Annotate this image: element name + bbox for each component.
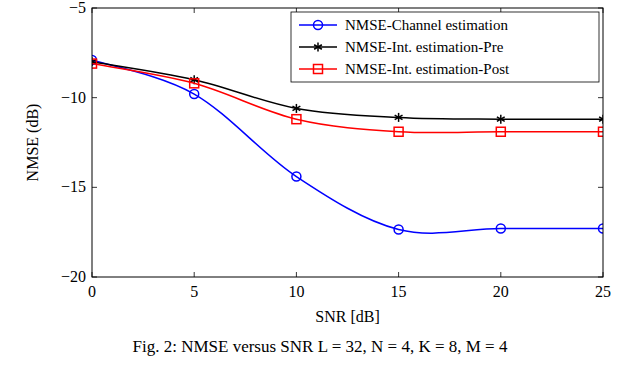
marker-stroke [293,106,301,111]
series-line [92,60,603,233]
point [496,127,505,136]
y-tick-right [598,187,603,188]
marker-stroke [395,115,403,120]
legend: NMSE-Channel estimation NMSE-Int. estimat… [291,12,599,82]
legend-box [291,12,599,82]
legend-label: NMSE-Int. estimation-Pre [345,39,504,55]
marker-stroke [599,117,603,122]
x-tick-label: 0 [88,283,96,300]
point [496,224,505,233]
point [292,172,301,181]
marker-stroke [314,45,322,50]
x-tick-label: 15 [391,283,407,300]
point [599,115,603,124]
marker-stroke [497,117,505,122]
point [599,224,604,233]
point [599,127,604,136]
point [394,225,403,234]
point [292,115,301,124]
point [92,59,97,68]
x-tick [500,272,501,277]
point [190,79,199,88]
marker-stroke [599,117,603,122]
y-tick-right [598,97,603,98]
marker-stroke [293,106,301,111]
legend-label: NMSE-Int. estimation-Post [345,61,510,77]
legend-line [299,68,337,70]
x-tick-label: 25 [595,283,611,300]
x-tick [194,272,195,277]
x-tick [296,272,297,277]
legend-line [299,24,337,26]
y-tick [92,187,97,188]
point [293,104,301,113]
y-tick-label: −20 [61,268,86,285]
x-tick-label: 10 [288,283,304,300]
x-axis-label: SNR [dB] [315,308,379,325]
marker-stroke [314,45,322,50]
plot-frame [92,8,603,277]
chart: 0 5 10 15 20 25 −20 −15 −10 −5 SNR [dB] NMSE (dB) NM… [0,0,640,365]
caption: Fig. 2: NMSE versus SNR L = 32, N = 4, K… [133,337,508,356]
point [497,115,505,124]
y-tick-label: −10 [61,89,86,106]
x-tick-top [194,8,195,13]
marker-stroke [395,115,403,120]
x-tick-label: 5 [190,283,198,300]
legend-marker [314,65,323,74]
x-tick [398,272,399,277]
point [394,127,403,136]
x-tick-label: 20 [493,283,509,300]
y-tick [92,97,97,98]
legend-label: NMSE-Channel estimation [345,17,508,33]
y-tick-label: −5 [69,0,86,16]
legend-marker [314,21,323,30]
point [395,113,403,122]
point [190,90,199,99]
y-tick-label: −15 [61,178,86,195]
marker-stroke [497,117,505,122]
legend-marker [314,43,322,52]
y-axis-label: NMSE (dB) [24,104,42,182]
